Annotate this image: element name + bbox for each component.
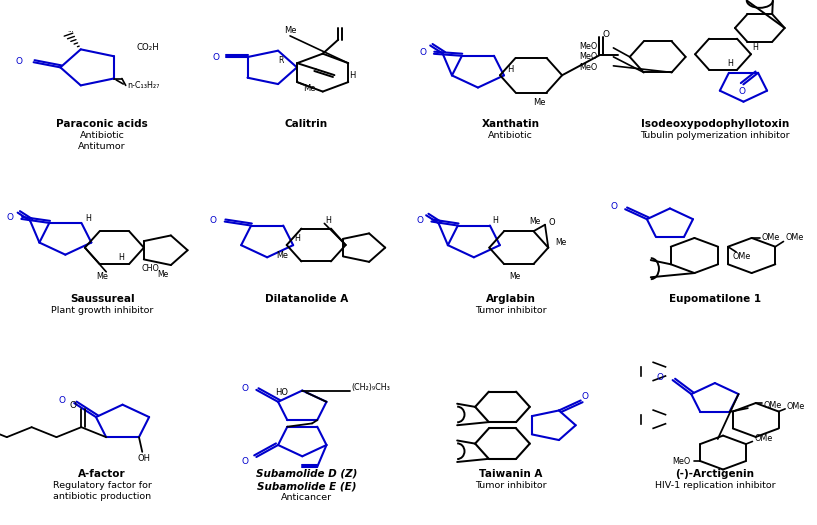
Text: OMe: OMe <box>761 234 779 243</box>
Text: H: H <box>507 65 514 74</box>
Text: Tumor inhibitor: Tumor inhibitor <box>475 481 547 490</box>
Text: OH: OH <box>137 454 150 463</box>
Text: O: O <box>739 0 745 1</box>
Text: Calitrin: Calitrin <box>285 119 328 129</box>
Text: MeO: MeO <box>578 41 597 50</box>
Text: Me: Me <box>96 271 108 280</box>
Text: Paraconic acids: Paraconic acids <box>56 119 148 129</box>
Text: H: H <box>294 234 300 244</box>
Text: O: O <box>656 373 663 382</box>
Text: Me: Me <box>533 98 546 107</box>
Text: Eupomatilone 1: Eupomatilone 1 <box>669 294 761 304</box>
Text: O: O <box>212 52 220 61</box>
Text: Taiwanin A: Taiwanin A <box>479 469 542 479</box>
Text: O: O <box>581 392 588 401</box>
Text: Me: Me <box>509 271 520 280</box>
Text: Isodeoxypodophyllotoxin: Isodeoxypodophyllotoxin <box>641 119 789 129</box>
Text: O: O <box>16 57 22 66</box>
Text: O: O <box>775 0 781 1</box>
Text: Antibiotic: Antibiotic <box>489 131 533 140</box>
Text: Anticancer: Anticancer <box>281 493 332 502</box>
Text: antibiotic production: antibiotic production <box>53 492 151 501</box>
Text: Me: Me <box>277 251 288 260</box>
Text: HO: HO <box>275 388 288 397</box>
Text: O: O <box>241 384 248 393</box>
Text: O: O <box>417 216 423 225</box>
Text: O: O <box>69 401 77 410</box>
Text: O: O <box>59 396 65 405</box>
Text: n-C₁₃H₂₇: n-C₁₃H₂₇ <box>127 81 159 90</box>
Text: O: O <box>241 457 248 466</box>
Text: Tumor inhibitor: Tumor inhibitor <box>475 306 547 315</box>
Text: Subamolide E (E): Subamolide E (E) <box>257 481 356 491</box>
Text: Me: Me <box>283 26 297 35</box>
Text: ...: ... <box>68 27 74 33</box>
Text: MeO: MeO <box>672 457 690 466</box>
Text: A-factor: A-factor <box>78 469 126 479</box>
Text: Antitumor: Antitumor <box>78 142 126 151</box>
Text: Saussureal: Saussureal <box>69 294 135 304</box>
Text: Me: Me <box>303 84 315 93</box>
Text: O: O <box>610 202 617 211</box>
Text: OMe: OMe <box>732 251 750 261</box>
Text: H: H <box>349 71 355 80</box>
Text: O: O <box>548 217 555 227</box>
Text: Me: Me <box>555 238 566 247</box>
Text: Me: Me <box>529 217 541 226</box>
Text: OMe: OMe <box>785 233 803 242</box>
Text: CO₂H: CO₂H <box>136 44 159 52</box>
Text: MeO: MeO <box>578 63 597 72</box>
Text: OMe: OMe <box>764 401 782 410</box>
Text: H: H <box>728 59 734 68</box>
Text: Antibiotic: Antibiotic <box>80 131 124 140</box>
Text: CHO: CHO <box>141 265 159 274</box>
Text: Me: Me <box>157 270 168 279</box>
Text: H: H <box>752 44 758 52</box>
Text: (-)-Arctigenin: (-)-Arctigenin <box>676 469 754 479</box>
Text: OMe: OMe <box>754 434 772 443</box>
Text: H: H <box>118 253 124 262</box>
Text: Regulatory factor for: Regulatory factor for <box>52 481 152 490</box>
Text: H: H <box>85 214 91 223</box>
Text: Plant growth inhibitor: Plant growth inhibitor <box>51 306 154 315</box>
Text: H: H <box>492 216 498 225</box>
Text: Xanthatin: Xanthatin <box>482 119 539 129</box>
Text: O: O <box>419 48 426 57</box>
Text: O: O <box>7 213 13 223</box>
Text: (CH₂)₉CH₃: (CH₂)₉CH₃ <box>351 383 391 392</box>
Text: R: R <box>278 56 283 65</box>
Text: Subamolide D (Z): Subamolide D (Z) <box>256 469 357 479</box>
Text: Tubulin polymerization inhibitor: Tubulin polymerization inhibitor <box>640 131 790 140</box>
Text: OMe: OMe <box>787 402 805 411</box>
Text: MeO: MeO <box>578 52 597 61</box>
Text: Arglabin: Arglabin <box>485 294 536 304</box>
Text: O: O <box>739 87 745 96</box>
Text: O: O <box>602 30 609 39</box>
Text: Dilatanolide A: Dilatanolide A <box>265 294 348 304</box>
Text: H: H <box>325 216 332 225</box>
Text: O: O <box>210 216 217 225</box>
Text: HIV-1 replication inhibitor: HIV-1 replication inhibitor <box>654 481 775 490</box>
